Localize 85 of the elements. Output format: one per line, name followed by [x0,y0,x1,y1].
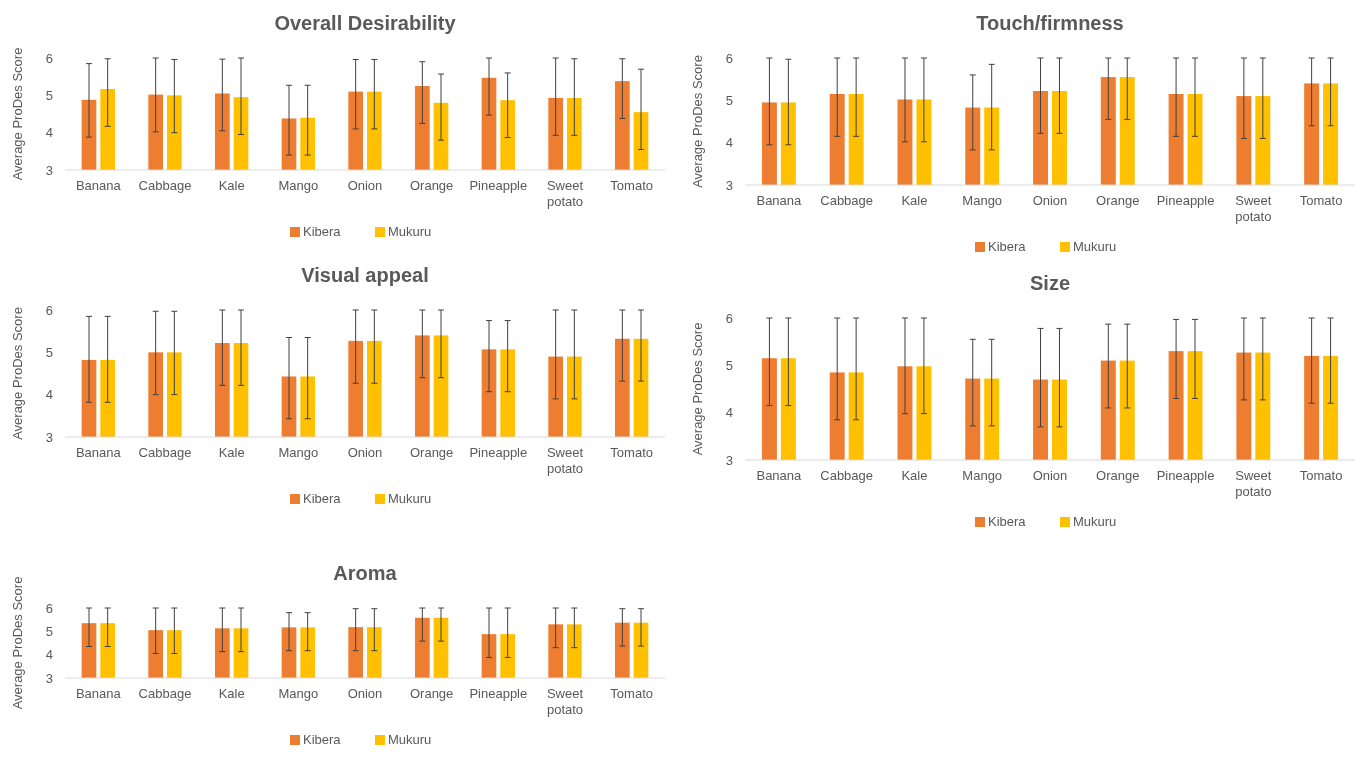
y-tick-label: 4 [725,135,733,151]
y-axis-title: Average ProDes Score [10,47,25,181]
x-tick-label: Sweet potato [1235,468,1272,499]
x-tick-label: Cabbage [138,178,192,193]
x-tick-label: Onion [347,686,383,701]
x-tick-label: Tomato [610,686,653,701]
x-tick-label: Orange [409,445,454,460]
x-tick-label: Mango [278,686,319,701]
x-tick-label: Mango [962,193,1003,208]
y-tick-label: 4 [45,647,53,663]
x-tick-label: Cabbage [138,686,192,701]
x-tick-label: Cabbage [820,193,874,208]
y-tick-label: 6 [725,50,733,66]
chart-title: Size [1029,272,1071,294]
legend-label: Kibera [988,239,1027,254]
x-tick-label: Tomato [1299,468,1343,483]
x-tick-label: Kale [218,445,245,460]
legend-label: Kibera [988,514,1027,529]
y-axis-title: Average ProDes Score [10,307,25,440]
y-tick-label: 6 [45,600,53,616]
x-tick-label: Sweet potato [546,178,584,209]
x-tick-label: Pineapple [469,445,528,460]
x-tick-label: Pineapple [1156,468,1215,483]
x-tick-label: Tomato [610,178,653,193]
x-tick-label: Tomato [610,445,653,460]
chart-title: Touch/firmness [976,12,1124,34]
y-tick-label: 4 [45,125,53,141]
legend-label: Mukuru [388,732,432,747]
x-tick-label: Mango [278,178,319,193]
y-tick-label: 3 [725,452,733,468]
x-tick-label: Kale [218,178,245,193]
x-tick-label: Banana [756,193,803,208]
x-tick-label: Sweet potato [546,686,584,717]
y-tick-label: 3 [725,177,733,193]
x-tick-label: Sweet potato [546,445,584,476]
x-tick-label: Onion [347,445,383,460]
x-tick-label: Pineapple [469,686,528,701]
y-tick-label: 3 [45,162,53,178]
y-tick-label: 3 [45,429,53,445]
x-tick-label: Mango [278,445,319,460]
x-tick-label: Orange [1096,468,1140,483]
x-tick-label: Banana [756,468,803,483]
x-tick-label: Onion [1032,193,1068,208]
x-tick-label: Orange [1096,193,1140,208]
x-tick-label: Orange [409,686,454,701]
x-tick-label: Kale [218,686,245,701]
legend-label: Mukuru [388,491,432,506]
x-tick-label: Onion [1032,468,1068,483]
x-tick-label: Cabbage [820,468,874,483]
y-axis-title: Average ProDes Score [690,55,705,188]
x-tick-label: Kale [901,468,928,483]
x-tick-label: Banana [75,686,122,701]
legend-label: Kibera [303,224,342,239]
y-tick-label: 4 [45,387,53,403]
y-axis-title: Average ProDes Score [10,576,25,710]
x-tick-label: Pineapple [1156,193,1215,208]
x-tick-label: Banana [75,178,122,193]
y-tick-label: 5 [725,357,733,373]
x-tick-label: Cabbage [138,445,192,460]
x-tick-label: Orange [409,178,454,193]
y-tick-label: 5 [45,344,53,360]
y-axis-title: Average ProDes Score [690,322,705,456]
x-tick-label: Banana [75,445,122,460]
chart-title: Aroma [333,562,398,584]
y-tick-label: 3 [45,670,53,686]
y-tick-label: 6 [725,310,733,326]
x-tick-label: Onion [347,178,383,193]
x-tick-label: Sweet potato [1235,193,1272,224]
chart-title: Visual appeal [301,264,429,286]
y-tick-label: 5 [725,92,733,108]
chart-title: Overall Desirability [274,12,457,34]
y-tick-label: 6 [45,50,53,66]
y-tick-label: 5 [45,87,53,103]
y-tick-label: 5 [45,623,53,639]
legend-label: Kibera [303,732,342,747]
x-tick-label: Mango [962,468,1003,483]
legend-label: Mukuru [1073,239,1117,254]
y-tick-label: 6 [45,302,53,318]
legend-label: Kibera [303,491,342,506]
legend-label: Mukuru [1073,514,1117,529]
x-tick-label: Kale [901,193,928,208]
legend-label: Mukuru [388,224,432,239]
y-tick-label: 4 [725,405,733,421]
x-tick-label: Pineapple [469,178,528,193]
x-tick-label: Tomato [1299,193,1343,208]
